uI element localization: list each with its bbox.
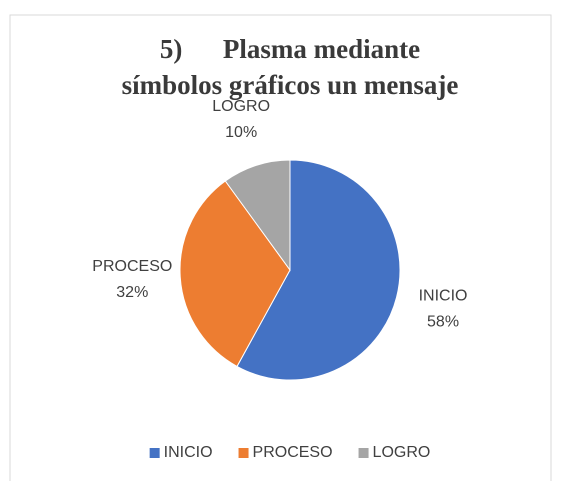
data-label-value: 58%	[427, 314, 459, 331]
legend-swatch	[358, 448, 369, 458]
chart-title: 5) Plasma mediante	[160, 34, 420, 64]
legend-label: PROCESO	[253, 444, 333, 461]
legend-swatch	[238, 448, 249, 458]
pie-slice	[224, 159, 291, 272]
legend-label: INICIO	[164, 444, 213, 461]
pie-slice	[236, 159, 401, 381]
legend-label: LOGRO	[373, 444, 431, 461]
data-label-value: 32%	[116, 284, 148, 301]
pie-slice	[179, 180, 291, 368]
data-label-value: 10%	[225, 124, 257, 141]
data-label-category: LOGRO	[212, 98, 270, 115]
legend-swatch	[149, 448, 160, 458]
data-label-category: INICIO	[419, 288, 468, 305]
data-label-category: PROCESO	[92, 258, 172, 275]
chart-title: símbolos gráficos un mensaje	[122, 70, 459, 100]
